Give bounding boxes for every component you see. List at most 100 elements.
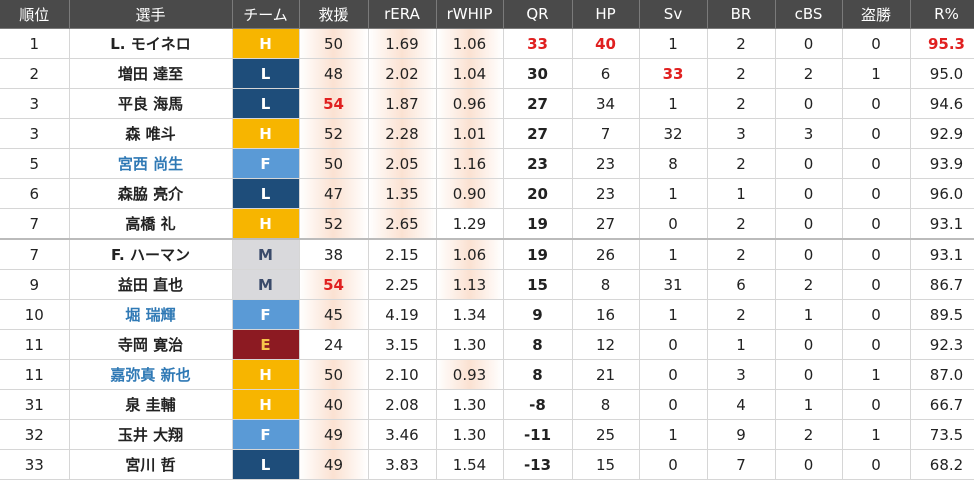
header-player: 選手 xyxy=(69,0,233,29)
cell-sv: 1 xyxy=(639,299,708,330)
header-hp: HP xyxy=(572,0,640,29)
table-row: 1 L. モイネロ H 50 1.69 1.06 33 40 1 2 0 0 95.3 xyxy=(0,28,974,59)
cell-name: 平良 海馬 xyxy=(69,88,233,119)
cell-rwhip: 1.06 xyxy=(436,238,504,270)
cell-sb: 0 xyxy=(842,208,911,240)
cell-rp: 87.0 xyxy=(910,359,974,390)
cell-rp: 93.1 xyxy=(910,238,974,270)
cell-app: 54 xyxy=(299,269,369,300)
cell-br: 2 xyxy=(707,148,776,179)
cell-name: 泉 圭輔 xyxy=(69,389,233,420)
cell-rwhip: 1.29 xyxy=(436,208,504,240)
cell-rera: 2.25 xyxy=(368,269,437,300)
cell-rank: 11 xyxy=(0,329,70,360)
cell-hp: 16 xyxy=(572,299,640,330)
cell-qr: -8 xyxy=(503,389,573,420)
cell-qr: 19 xyxy=(503,208,573,240)
header-row: 順位 選手 チーム 救援 rERA rWHIP QR HP Sv BR cBS … xyxy=(0,0,974,29)
cell-sv: 1 xyxy=(639,178,708,209)
cell-rank: 33 xyxy=(0,449,70,480)
table-row: 9 益田 直也 M 54 2.25 1.13 15 8 31 6 2 0 86.7 xyxy=(0,269,974,300)
cell-rwhip: 1.04 xyxy=(436,58,504,89)
cell-sv: 0 xyxy=(639,389,708,420)
cell-sv: 33 xyxy=(639,58,708,89)
table-row: 7 F. ハーマン M 38 2.15 1.06 19 26 1 2 0 0 93.1 xyxy=(0,238,974,270)
cell-sb: 0 xyxy=(842,148,911,179)
cell-name: 宮西 尚生 xyxy=(69,148,233,179)
cell-br: 9 xyxy=(707,419,776,450)
cell-rera: 2.15 xyxy=(368,238,437,270)
cell-qr: 33 xyxy=(503,28,573,59)
cell-sb: 0 xyxy=(842,88,911,119)
table-row: 3 平良 海馬 L 54 1.87 0.96 27 34 1 2 0 0 94.6 xyxy=(0,88,974,119)
cell-br: 2 xyxy=(707,28,776,59)
cell-rank: 2 xyxy=(0,58,70,89)
cell-cbs: 2 xyxy=(775,269,843,300)
cell-sv: 1 xyxy=(639,28,708,59)
cell-cbs: 0 xyxy=(775,208,843,240)
table-row: 2 増田 達至 L 48 2.02 1.04 30 6 33 2 2 1 95.0 xyxy=(0,58,974,89)
table-row: 11 嘉弥真 新也 H 50 2.10 0.93 8 21 0 3 0 1 87.0 xyxy=(0,359,974,390)
cell-rank: 6 xyxy=(0,178,70,209)
cell-name: 玉井 大翔 xyxy=(69,419,233,450)
team-badge: L xyxy=(232,88,300,119)
cell-qr: 30 xyxy=(503,58,573,89)
cell-app: 54 xyxy=(299,88,369,119)
cell-rank: 32 xyxy=(0,419,70,450)
cell-rank: 3 xyxy=(0,88,70,119)
cell-hp: 34 xyxy=(572,88,640,119)
cell-name: 寺岡 寛治 xyxy=(69,329,233,360)
team-badge: M xyxy=(232,238,300,270)
cell-hp: 6 xyxy=(572,58,640,89)
cell-rera: 3.15 xyxy=(368,329,437,360)
table-body: 1 L. モイネロ H 50 1.69 1.06 33 40 1 2 0 0 95.3 2 増田 達至 L 48… xyxy=(0,28,974,480)
cell-rera: 2.02 xyxy=(368,58,437,89)
cell-name: 増田 達至 xyxy=(69,58,233,89)
cell-sv: 1 xyxy=(639,419,708,450)
cell-name: 宮川 哲 xyxy=(69,449,233,480)
table-row: 32 玉井 大翔 F 49 3.46 1.30 -11 25 1 9 2 1 73.5 xyxy=(0,419,974,450)
cell-cbs: 0 xyxy=(775,178,843,209)
cell-app: 52 xyxy=(299,118,369,149)
cell-sb: 0 xyxy=(842,449,911,480)
cell-qr: -11 xyxy=(503,419,573,450)
table-row: 31 泉 圭輔 H 40 2.08 1.30 -8 8 0 4 1 0 66.7 xyxy=(0,389,974,420)
cell-rank: 10 xyxy=(0,299,70,330)
cell-qr: 20 xyxy=(503,178,573,209)
header-rera: rERA xyxy=(368,0,437,29)
cell-qr: 9 xyxy=(503,299,573,330)
cell-hp: 15 xyxy=(572,449,640,480)
cell-sb: 0 xyxy=(842,178,911,209)
cell-qr: 27 xyxy=(503,88,573,119)
cell-sv: 32 xyxy=(639,118,708,149)
cell-br: 2 xyxy=(707,238,776,270)
team-badge: L xyxy=(232,449,300,480)
team-badge: H xyxy=(232,389,300,420)
cell-cbs: 2 xyxy=(775,419,843,450)
cell-sv: 0 xyxy=(639,329,708,360)
team-badge: H xyxy=(232,359,300,390)
cell-rwhip: 1.30 xyxy=(436,329,504,360)
cell-rwhip: 0.96 xyxy=(436,88,504,119)
cell-rank: 9 xyxy=(0,269,70,300)
cell-rp: 96.0 xyxy=(910,178,974,209)
team-badge: H xyxy=(232,208,300,240)
header-rank: 順位 xyxy=(0,0,70,29)
cell-rera: 3.83 xyxy=(368,449,437,480)
cell-rank: 7 xyxy=(0,208,70,240)
cell-qr: 19 xyxy=(503,238,573,270)
cell-hp: 23 xyxy=(572,148,640,179)
cell-sb: 0 xyxy=(842,28,911,59)
cell-rera: 2.28 xyxy=(368,118,437,149)
cell-rwhip: 1.13 xyxy=(436,269,504,300)
team-badge: L xyxy=(232,178,300,209)
cell-rera: 1.35 xyxy=(368,178,437,209)
cell-rp: 92.3 xyxy=(910,329,974,360)
cell-app: 48 xyxy=(299,58,369,89)
header-qr: QR xyxy=(503,0,573,29)
cell-name: L. モイネロ xyxy=(69,28,233,59)
cell-br: 2 xyxy=(707,58,776,89)
cell-rank: 3 xyxy=(0,118,70,149)
header-rwhip: rWHIP xyxy=(436,0,504,29)
